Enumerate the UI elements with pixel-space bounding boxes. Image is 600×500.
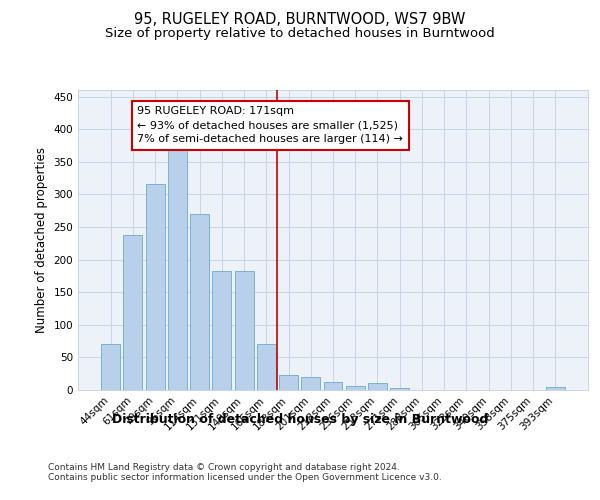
Y-axis label: Number of detached properties: Number of detached properties <box>35 147 48 333</box>
Bar <box>323 382 343 390</box>
Bar <box>146 184 164 390</box>
Bar <box>546 388 565 390</box>
Bar <box>257 344 276 390</box>
Bar <box>390 388 409 390</box>
Bar <box>101 344 120 390</box>
Text: Distribution of detached houses by size in Burntwood: Distribution of detached houses by size … <box>112 412 488 426</box>
Bar <box>235 270 254 390</box>
Text: Contains HM Land Registry data © Crown copyright and database right 2024.
Contai: Contains HM Land Registry data © Crown c… <box>48 462 442 482</box>
Text: Size of property relative to detached houses in Burntwood: Size of property relative to detached ho… <box>105 28 495 40</box>
Text: 95, RUGELEY ROAD, BURNTWOOD, WS7 9BW: 95, RUGELEY ROAD, BURNTWOOD, WS7 9BW <box>134 12 466 28</box>
Bar <box>346 386 365 390</box>
Bar <box>368 383 387 390</box>
Bar <box>124 236 142 390</box>
Bar <box>212 270 231 390</box>
Text: 95 RUGELEY ROAD: 171sqm
← 93% of detached houses are smaller (1,525)
7% of semi-: 95 RUGELEY ROAD: 171sqm ← 93% of detache… <box>137 106 403 144</box>
Bar <box>190 214 209 390</box>
Bar <box>168 148 187 390</box>
Bar <box>279 375 298 390</box>
Bar <box>301 377 320 390</box>
